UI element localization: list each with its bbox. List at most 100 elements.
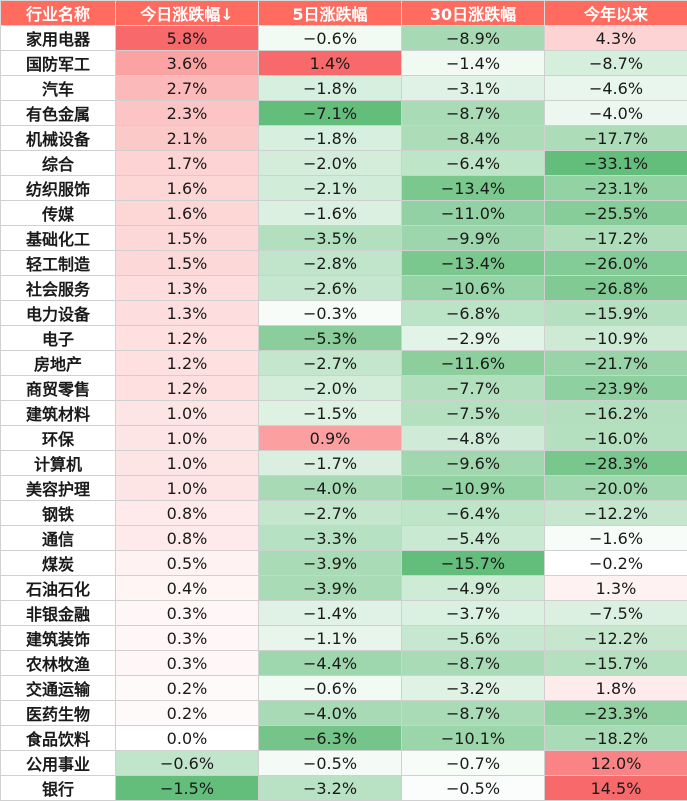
5day-change-cell: −4.4% — [258, 650, 402, 676]
industry-name-cell: 食品饮料 — [0, 725, 116, 751]
table-row: 钢铁 0.8% −2.7% −6.4% −12.2% — [0, 500, 687, 526]
industry-name-cell: 医药生物 — [0, 700, 116, 726]
5day-change-cell: −2.7% — [258, 500, 402, 526]
table-row: 农林牧渔 0.3% −4.4% −8.7% −15.7% — [0, 650, 687, 676]
header-today-change[interactable]: 今日涨跌幅↓ — [115, 0, 259, 26]
ytd-change-cell: −16.2% — [544, 400, 687, 426]
table-row: 建筑材料 1.0% −1.5% −7.5% −16.2% — [0, 400, 687, 426]
industry-name-cell: 电子 — [0, 325, 116, 351]
ytd-change-cell: −7.5% — [544, 600, 687, 626]
5day-change-cell: −7.1% — [258, 100, 402, 126]
today-change-cell: 0.4% — [115, 575, 259, 601]
5day-change-cell: −4.0% — [258, 700, 402, 726]
today-change-cell: 1.6% — [115, 200, 259, 226]
industry-name-cell: 有色金属 — [0, 100, 116, 126]
industry-name-cell: 环保 — [0, 425, 116, 451]
5day-change-cell: −1.8% — [258, 75, 402, 101]
today-change-cell: −0.6% — [115, 750, 259, 776]
ytd-change-cell: −17.7% — [544, 125, 687, 151]
industry-name-cell: 综合 — [0, 150, 116, 176]
30day-change-cell: −5.4% — [401, 525, 545, 551]
table-row: 通信 0.8% −3.3% −5.4% −1.6% — [0, 525, 687, 551]
industry-name-cell: 美容护理 — [0, 475, 116, 501]
today-change-cell: 3.6% — [115, 50, 259, 76]
30day-change-cell: −11.0% — [401, 200, 545, 226]
industry-name-cell: 石油石化 — [0, 575, 116, 601]
5day-change-cell: −1.4% — [258, 600, 402, 626]
today-change-cell: 2.7% — [115, 75, 259, 101]
ytd-change-cell: −20.0% — [544, 475, 687, 501]
30day-change-cell: −8.7% — [401, 100, 545, 126]
30day-change-cell: −15.7% — [401, 550, 545, 576]
header-30day-change[interactable]: 30日涨跌幅 — [401, 0, 545, 26]
table-row: 煤炭 0.5% −3.9% −15.7% −0.2% — [0, 550, 687, 576]
today-change-cell: 0.2% — [115, 675, 259, 701]
industry-name-cell: 煤炭 — [0, 550, 116, 576]
table-row: 轻工制造 1.5% −2.8% −13.4% −26.0% — [0, 250, 687, 276]
industry-name-cell: 纺织服饰 — [0, 175, 116, 201]
today-change-cell: 2.1% — [115, 125, 259, 151]
industry-name-cell: 房地产 — [0, 350, 116, 376]
30day-change-cell: −3.7% — [401, 600, 545, 626]
industry-name-cell: 机械设备 — [0, 125, 116, 151]
30day-change-cell: −8.9% — [401, 25, 545, 51]
5day-change-cell: −2.7% — [258, 350, 402, 376]
today-change-cell: 1.0% — [115, 425, 259, 451]
table-row: 房地产 1.2% −2.7% −11.6% −21.7% — [0, 350, 687, 376]
today-change-cell: 1.5% — [115, 250, 259, 276]
5day-change-cell: −1.6% — [258, 200, 402, 226]
30day-change-cell: −11.6% — [401, 350, 545, 376]
30day-change-cell: −7.5% — [401, 400, 545, 426]
table-body: 家用电器 5.8% −0.6% −8.9% 4.3% 国防军工 3.6% 1.4% −1.4% −… — [0, 25, 687, 801]
table-row: 社会服务 1.3% −2.6% −10.6% −26.8% — [0, 275, 687, 301]
ytd-change-cell: −17.2% — [544, 225, 687, 251]
today-change-cell: 1.0% — [115, 450, 259, 476]
table-row: 美容护理 1.0% −4.0% −10.9% −20.0% — [0, 475, 687, 501]
ytd-change-cell: −21.7% — [544, 350, 687, 376]
today-change-cell: 0.2% — [115, 700, 259, 726]
ytd-change-cell: −15.7% — [544, 650, 687, 676]
5day-change-cell: −0.3% — [258, 300, 402, 326]
table-row: 汽车 2.7% −1.8% −3.1% −4.6% — [0, 75, 687, 101]
5day-change-cell: −2.1% — [258, 175, 402, 201]
today-change-cell: 1.2% — [115, 350, 259, 376]
30day-change-cell: −3.2% — [401, 675, 545, 701]
ytd-change-cell: −26.0% — [544, 250, 687, 276]
industry-name-cell: 汽车 — [0, 75, 116, 101]
ytd-change-cell: 14.5% — [544, 775, 687, 801]
ytd-change-cell: −12.2% — [544, 500, 687, 526]
5day-change-cell: −2.0% — [258, 150, 402, 176]
5day-change-cell: −4.0% — [258, 475, 402, 501]
table-row: 建筑装饰 0.3% −1.1% −5.6% −12.2% — [0, 625, 687, 651]
table-row: 食品饮料 0.0% −6.3% −10.1% −18.2% — [0, 725, 687, 751]
industry-name-cell: 商贸零售 — [0, 375, 116, 401]
ytd-change-cell: −33.1% — [544, 150, 687, 176]
table-row: 综合 1.7% −2.0% −6.4% −33.1% — [0, 150, 687, 176]
ytd-change-cell: −4.0% — [544, 100, 687, 126]
table-row: 基础化工 1.5% −3.5% −9.9% −17.2% — [0, 225, 687, 251]
today-change-cell: 1.3% — [115, 275, 259, 301]
ytd-change-cell: −25.5% — [544, 200, 687, 226]
today-change-cell: 1.7% — [115, 150, 259, 176]
table-row: 交通运输 0.2% −0.6% −3.2% 1.8% — [0, 675, 687, 701]
table-row: 机械设备 2.1% −1.8% −8.4% −17.7% — [0, 125, 687, 151]
header-5day-change[interactable]: 5日涨跌幅 — [258, 0, 402, 26]
industry-name-cell: 钢铁 — [0, 500, 116, 526]
ytd-change-cell: −12.2% — [544, 625, 687, 651]
header-industry-name[interactable]: 行业名称 — [0, 0, 116, 26]
ytd-change-cell: 1.3% — [544, 575, 687, 601]
30day-change-cell: −0.7% — [401, 750, 545, 776]
today-change-cell: 0.0% — [115, 725, 259, 751]
industry-name-cell: 交通运输 — [0, 675, 116, 701]
ytd-change-cell: −18.2% — [544, 725, 687, 751]
30day-change-cell: −8.7% — [401, 700, 545, 726]
table-row: 家用电器 5.8% −0.6% −8.9% 4.3% — [0, 25, 687, 51]
ytd-change-cell: 12.0% — [544, 750, 687, 776]
5day-change-cell: −1.7% — [258, 450, 402, 476]
ytd-change-cell: −23.3% — [544, 700, 687, 726]
ytd-change-cell: 4.3% — [544, 25, 687, 51]
today-change-cell: 0.5% — [115, 550, 259, 576]
ytd-change-cell: −28.3% — [544, 450, 687, 476]
header-ytd-change[interactable]: 今年以来 — [544, 0, 687, 26]
